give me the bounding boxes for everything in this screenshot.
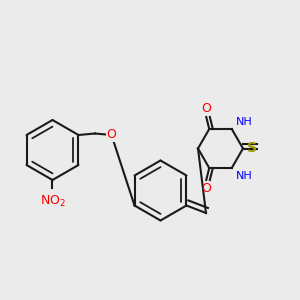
Text: O: O [201, 102, 211, 115]
Text: O: O [201, 182, 211, 195]
Text: NH: NH [236, 117, 253, 127]
Text: NH: NH [236, 171, 253, 181]
Text: S: S [247, 142, 256, 155]
Text: O: O [106, 128, 116, 142]
Text: NO$_2$: NO$_2$ [40, 194, 65, 208]
